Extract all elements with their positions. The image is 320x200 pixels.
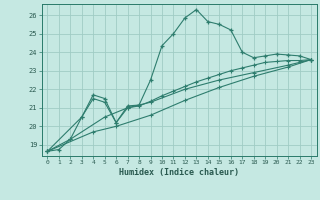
- X-axis label: Humidex (Indice chaleur): Humidex (Indice chaleur): [119, 168, 239, 177]
